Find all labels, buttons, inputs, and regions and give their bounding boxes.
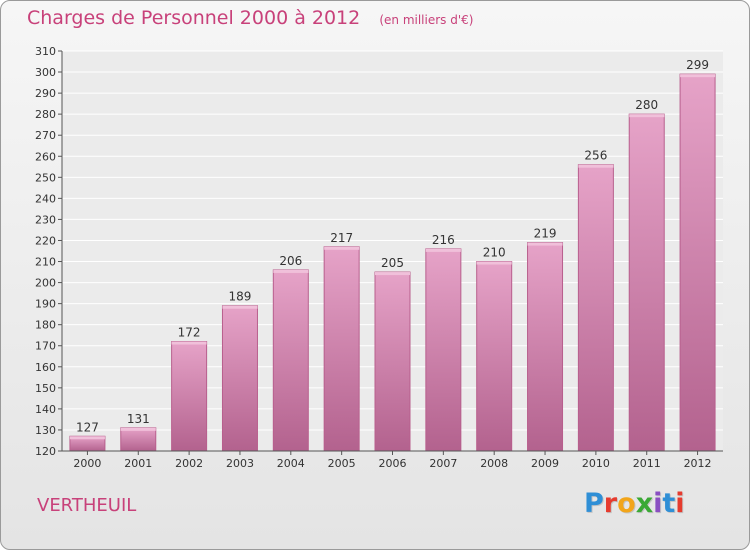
data-label: 205 <box>381 256 404 270</box>
y-tick-label: 220 <box>35 234 56 247</box>
data-label: 210 <box>483 246 506 260</box>
y-tick-label: 260 <box>35 150 56 163</box>
y-tick-label: 240 <box>35 192 56 205</box>
data-label: 216 <box>432 233 455 247</box>
bar-highlight <box>527 242 563 246</box>
bars: 127 131 172 189 206 217 205 216 210 219 256 280 299 <box>69 58 716 452</box>
bar-highlight <box>324 246 360 250</box>
logo-letter: o <box>617 488 636 519</box>
bar <box>425 248 462 452</box>
y-tick-label: 230 <box>35 213 56 226</box>
x-axis: 2000 2001 2002 2003 2004 2005 2006 2007 2008 2009… <box>62 450 723 470</box>
data-label: 172 <box>178 326 201 340</box>
y-tick-label: 160 <box>35 361 56 374</box>
x-tick-label: 2012 <box>684 457 712 470</box>
y-tick-label: 310 <box>35 45 56 58</box>
bar-highlight <box>222 305 258 309</box>
bar-highlight <box>680 74 716 78</box>
data-label: 280 <box>635 98 658 112</box>
bar <box>171 341 208 452</box>
bar-highlight <box>69 436 105 440</box>
x-tick-label: 2009 <box>531 457 559 470</box>
data-label: 131 <box>127 412 150 426</box>
data-label: 206 <box>279 254 302 268</box>
x-tick-label: 2005 <box>328 457 356 470</box>
y-tick-label: 140 <box>35 403 56 416</box>
y-tick-label: 150 <box>35 382 56 395</box>
logo-letter: i <box>675 488 685 519</box>
commune-name: VERTHEUIL <box>37 495 137 516</box>
data-label: 217 <box>330 231 353 245</box>
y-tick-label: 300 <box>35 66 56 79</box>
y-tick-label: 180 <box>35 319 56 332</box>
bar <box>577 164 614 452</box>
bar-highlight <box>476 261 512 265</box>
y-tick-label: 170 <box>35 340 56 353</box>
y-tick-label: 280 <box>35 108 56 121</box>
bar-highlight <box>375 272 410 276</box>
x-tick-label: 2003 <box>226 457 254 470</box>
x-tick-label: 2002 <box>175 457 203 470</box>
logo-letter: r <box>603 488 618 519</box>
y-tick-label: 130 <box>35 424 56 437</box>
proxiti-logo: Proxiti <box>584 488 685 519</box>
bar <box>476 261 513 452</box>
y-tick-label: 190 <box>35 298 56 311</box>
bar-highlight <box>171 341 207 345</box>
bar <box>120 427 157 452</box>
x-tick-label: 2008 <box>480 457 508 470</box>
bar-highlight <box>578 164 614 168</box>
bar-highlight <box>425 248 461 252</box>
bar <box>628 113 665 452</box>
bar <box>374 271 411 452</box>
bar <box>679 73 716 452</box>
bar-highlight <box>120 427 156 431</box>
logo-letter: P <box>584 488 604 519</box>
chart-subtitle: (en milliers d'€) <box>379 13 474 27</box>
y-axis: 120 130 140 150 160 170 180 190 200 210 220 230 240 2… <box>35 45 63 458</box>
bar <box>221 305 258 452</box>
logo-letter: x <box>635 488 654 519</box>
data-label: 189 <box>229 290 252 304</box>
bar <box>323 246 360 452</box>
y-tick-label: 270 <box>35 129 56 142</box>
y-tick-label: 250 <box>35 171 56 184</box>
logo-letter: t <box>662 488 676 519</box>
chart-title: Charges de Personnel 2000 à 2012 <box>27 7 361 29</box>
y-tick-label: 290 <box>35 87 56 100</box>
x-tick-label: 2006 <box>379 457 407 470</box>
x-tick-label: 2010 <box>582 457 610 470</box>
y-tick-label: 120 <box>35 445 56 458</box>
x-tick-label: 2000 <box>73 457 101 470</box>
data-label: 256 <box>584 149 607 163</box>
data-label: 219 <box>534 227 557 241</box>
data-label: 127 <box>76 420 99 434</box>
bar-highlight <box>273 269 309 273</box>
x-tick-label: 2011 <box>633 457 661 470</box>
logo-letter: i <box>653 488 663 519</box>
y-tick-label: 200 <box>35 277 56 290</box>
bar <box>272 269 309 452</box>
bar <box>527 242 564 452</box>
title-line: Charges de Personnel 2000 à 2012 (en mil… <box>27 7 473 29</box>
x-tick-label: 2007 <box>429 457 457 470</box>
y-tick-label: 210 <box>35 256 56 269</box>
x-tick-label: 2001 <box>124 457 152 470</box>
data-label: 299 <box>686 58 709 72</box>
bar-highlight <box>629 114 665 118</box>
x-tick-label: 2004 <box>277 457 305 470</box>
